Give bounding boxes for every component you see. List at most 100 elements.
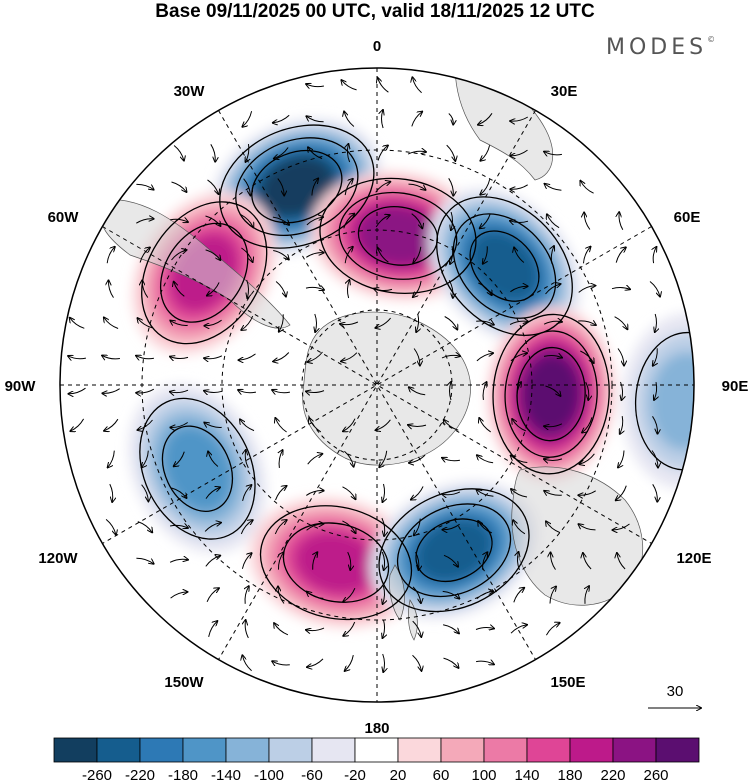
wind-arrow	[340, 321, 359, 325]
colorbar-swatch	[182, 737, 227, 763]
wind-arrow	[478, 113, 493, 124]
contour-line	[452, 213, 557, 319]
wind-arrow	[345, 655, 354, 671]
wind-arrow	[551, 246, 554, 265]
contour-line	[219, 124, 375, 249]
wind-arrow	[70, 318, 85, 329]
contour-line	[319, 177, 477, 295]
wind-arrow	[347, 280, 349, 299]
wind-arrow	[411, 112, 422, 127]
lon-label-30w: 30W	[174, 83, 206, 100]
wind-arrow	[306, 116, 324, 123]
contour-line	[235, 137, 359, 237]
wind-arrow	[412, 586, 421, 603]
wind-arrow	[70, 418, 85, 431]
colorbar-swatch	[397, 737, 442, 763]
wind-arrow	[412, 77, 422, 94]
wind-arrow	[274, 623, 289, 636]
wind-arrow	[383, 483, 385, 502]
anomaly-band	[523, 355, 580, 433]
wind-arrow	[344, 179, 353, 196]
wind-arrow	[238, 390, 256, 393]
wind-arrow	[617, 348, 624, 366]
wind-arrow	[450, 382, 452, 401]
contour-line	[378, 488, 530, 613]
wind-arrow	[279, 314, 283, 331]
wind-arrow	[448, 178, 454, 195]
wind-arrow	[615, 247, 626, 263]
anomaly-band	[649, 351, 694, 451]
colorbar-swatch	[440, 737, 485, 763]
wind-arrow	[613, 523, 630, 530]
wind-arrow	[415, 551, 419, 570]
wind-arrow	[583, 553, 592, 570]
wind-arrow	[341, 80, 357, 91]
wind-arrow	[306, 253, 323, 258]
lon-label-90e: 90E	[722, 378, 749, 395]
wind-arrow	[578, 321, 596, 325]
wind-arrow	[204, 355, 223, 359]
wind-arrow	[106, 247, 115, 264]
wind-arrow	[545, 623, 559, 636]
wind-arrow	[414, 518, 421, 536]
wind-arrow	[543, 355, 562, 357]
colorbar-swatch	[354, 737, 399, 763]
lon-label-90w: 90W	[5, 378, 37, 395]
wind-arrow	[448, 113, 453, 125]
contour-line	[396, 503, 512, 598]
wind-arrow	[475, 627, 494, 629]
wind-arrow	[580, 181, 594, 194]
wind-arrow	[621, 381, 623, 400]
wind-arrow	[510, 184, 528, 189]
wind-arrow	[344, 247, 353, 264]
wind-arrow	[511, 456, 528, 463]
wind-arrow	[383, 653, 385, 672]
wind-arrow	[171, 181, 187, 192]
wind-arrow	[442, 491, 461, 495]
colorbar-tick-label: -140	[211, 767, 241, 783]
wind-arrow	[307, 454, 323, 465]
wind-arrow	[170, 219, 188, 222]
wind-arrow	[173, 145, 184, 161]
wind-arrow	[476, 353, 493, 362]
wind-arrow	[343, 214, 355, 229]
wind-arrow	[141, 484, 149, 502]
lon-label-180: 180	[364, 720, 389, 737]
wind-arrow	[407, 151, 426, 155]
wind-arrow	[511, 149, 528, 156]
wind-arrow	[442, 458, 460, 461]
wind-arrow	[347, 551, 351, 570]
wind-arrow	[109, 483, 113, 502]
australia	[511, 466, 643, 606]
wind-arrow	[550, 552, 556, 570]
wind-arrow	[207, 282, 220, 295]
wind-arrow	[510, 221, 529, 223]
wind-arrow	[205, 249, 221, 260]
map-border	[59, 67, 695, 703]
contour-line	[492, 313, 610, 475]
wind-arrow	[69, 387, 86, 394]
new-zealand	[389, 564, 418, 641]
colorbar-swatch	[655, 737, 700, 763]
wind-arrow	[477, 490, 494, 497]
wind-arrow	[510, 353, 527, 362]
wind-arrow	[307, 592, 324, 599]
wind-arrow	[243, 178, 251, 196]
wind-arrow	[343, 621, 356, 636]
wind-arrow	[616, 485, 627, 501]
wind-arrow	[137, 521, 152, 533]
wind-arrow	[240, 520, 252, 535]
wind-arrow	[275, 486, 287, 501]
lon-label-150w: 150W	[164, 674, 204, 691]
wind-arrow	[306, 491, 323, 496]
wind-arrow	[477, 455, 494, 464]
wind-arrow	[343, 588, 356, 602]
wind-arrow	[580, 453, 595, 464]
wind-arrow	[347, 144, 349, 163]
wind-arrow	[204, 319, 222, 326]
wind-arrow	[413, 348, 420, 366]
wind-arrow	[208, 621, 218, 637]
wind-arrow	[138, 318, 153, 329]
wind-arrow	[272, 390, 290, 393]
south-america	[98, 199, 291, 329]
